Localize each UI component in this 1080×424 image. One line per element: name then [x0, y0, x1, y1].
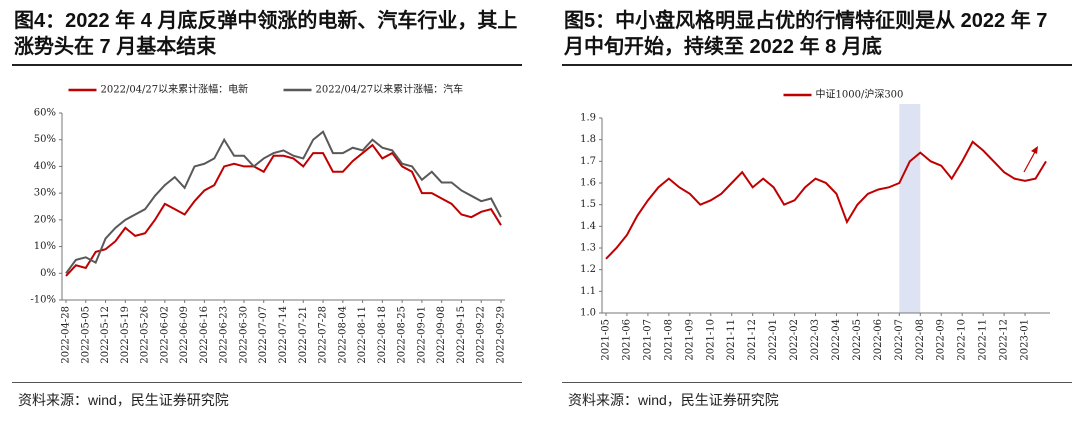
x-tick-label: 2022-07-07 — [258, 306, 269, 364]
x-tick-label: 2022-05-05 — [80, 306, 91, 364]
x-tick-label: 2022-10 — [957, 319, 968, 361]
x-tick-label: 2022-08-25 — [397, 306, 408, 364]
x-tick-label: 2022-05-12 — [100, 306, 111, 364]
y-tick-label: 30% — [34, 188, 56, 199]
x-tick-label: 2022-09-01 — [416, 306, 427, 364]
y-tick-label: 1.8 — [580, 134, 596, 145]
source-rule — [12, 382, 522, 383]
x-tick-label: 2022-08-11 — [357, 306, 368, 364]
x-tick-label: 2022-08-04 — [337, 306, 348, 364]
x-tick-label: 2022-06-16 — [199, 306, 210, 364]
x-tick-label: 2022-11 — [978, 319, 989, 361]
x-tick-label: 2022-05 — [852, 319, 863, 361]
x-tick-label: 2021-11 — [726, 319, 737, 361]
highlight-band — [899, 104, 921, 313]
x-tick-label: 2022-09-15 — [456, 306, 467, 364]
x-tick-label: 2021-05 — [601, 319, 612, 361]
x-tick-label: 2022-06-02 — [159, 306, 170, 364]
x-tick-label: 2023-01 — [1020, 319, 1031, 361]
x-tick-label: 2022-01 — [768, 319, 779, 361]
x-tick-label: 2022-09-08 — [436, 306, 447, 364]
y-tick-label: 1.7 — [580, 156, 596, 167]
x-tick-label: 2022-06-09 — [179, 306, 190, 364]
y-tick-label: -10% — [30, 295, 56, 306]
x-tick-label: 2021-06 — [621, 319, 632, 361]
x-tick-label: 2022-09 — [936, 319, 947, 361]
y-tick-label: 1.1 — [580, 286, 596, 297]
x-tick-label: 2022-07 — [894, 319, 905, 361]
source-rule — [562, 382, 1072, 383]
y-tick-label: 1.4 — [580, 221, 596, 232]
x-tick-label: 2022-04-28 — [61, 306, 72, 364]
x-tick-label: 2022-07-21 — [298, 306, 309, 364]
title-rule — [562, 64, 1072, 66]
x-tick-label: 2022-06-23 — [219, 306, 230, 364]
x-tick-label: 2022-03 — [810, 319, 821, 361]
legend-label: 2022/04/27以来累计涨幅：电新 — [101, 83, 249, 96]
x-tick-label: 2021-07 — [642, 319, 653, 361]
y-tick-label: 0% — [40, 268, 56, 279]
trend-arrow-head — [1031, 146, 1038, 154]
line-series — [65, 130, 502, 274]
source-note: 资料来源：wind，民生证券研究院 — [568, 392, 779, 408]
x-tick-label: 2022-02 — [789, 319, 800, 361]
x-tick-label: 2022-08 — [915, 319, 926, 361]
title-rule — [12, 64, 522, 66]
x-tick-label: 2022-04 — [831, 319, 842, 361]
y-tick-label: 1.6 — [580, 178, 596, 189]
y-tick-label: 10% — [34, 241, 56, 252]
line-series — [65, 143, 502, 277]
x-tick-label: 2021-12 — [747, 319, 758, 361]
x-tick-label: 2022-07-14 — [278, 306, 289, 364]
chart-title: 图4：2022 年 4 月底反弹中领涨的电新、汽车行业，其上涨势头在 7 月基本… — [14, 10, 518, 58]
y-tick-label: 40% — [34, 161, 56, 172]
x-tick-label: 2022-08-18 — [377, 306, 388, 364]
y-tick-label: 1.0 — [580, 308, 596, 319]
x-tick-label: 2021-10 — [705, 319, 716, 361]
x-tick-label: 2021-08 — [663, 319, 674, 361]
y-tick-label: 1.5 — [580, 199, 596, 210]
y-tick-label: 50% — [34, 134, 56, 145]
y-tick-label: 1.2 — [580, 264, 596, 275]
x-tick-label: 2022-12 — [999, 319, 1010, 361]
x-tick-label: 2022-06 — [873, 319, 884, 361]
y-tick-label: 60% — [34, 108, 56, 119]
source-note: 资料来源：wind，民生证券研究院 — [18, 392, 229, 408]
x-tick-label: 2022-05-19 — [120, 306, 131, 364]
legend-label: 中证1000/沪深300 — [816, 88, 904, 101]
x-tick-label: 2022-06-30 — [238, 306, 249, 364]
x-tick-label: 2022-09-22 — [476, 306, 487, 364]
y-tick-label: 1.9 — [580, 113, 596, 124]
legend-label: 2022/04/27以来累计涨幅：汽车 — [316, 83, 464, 96]
chart-title: 图5：中小盘风格明显占优的行情特征则是从 2022 年 7 月中旬开始，持续至 … — [564, 10, 1048, 58]
y-tick-label: 20% — [34, 214, 56, 225]
trend-arrow — [1023, 149, 1037, 173]
x-tick-label: 2022-05-26 — [140, 306, 151, 364]
x-tick-label: 2022-09-29 — [496, 306, 507, 364]
y-tick-label: 1.3 — [580, 243, 596, 254]
x-tick-label: 2022-07-28 — [318, 306, 329, 364]
x-tick-label: 2021-09 — [684, 319, 695, 361]
line-series — [605, 140, 1047, 260]
